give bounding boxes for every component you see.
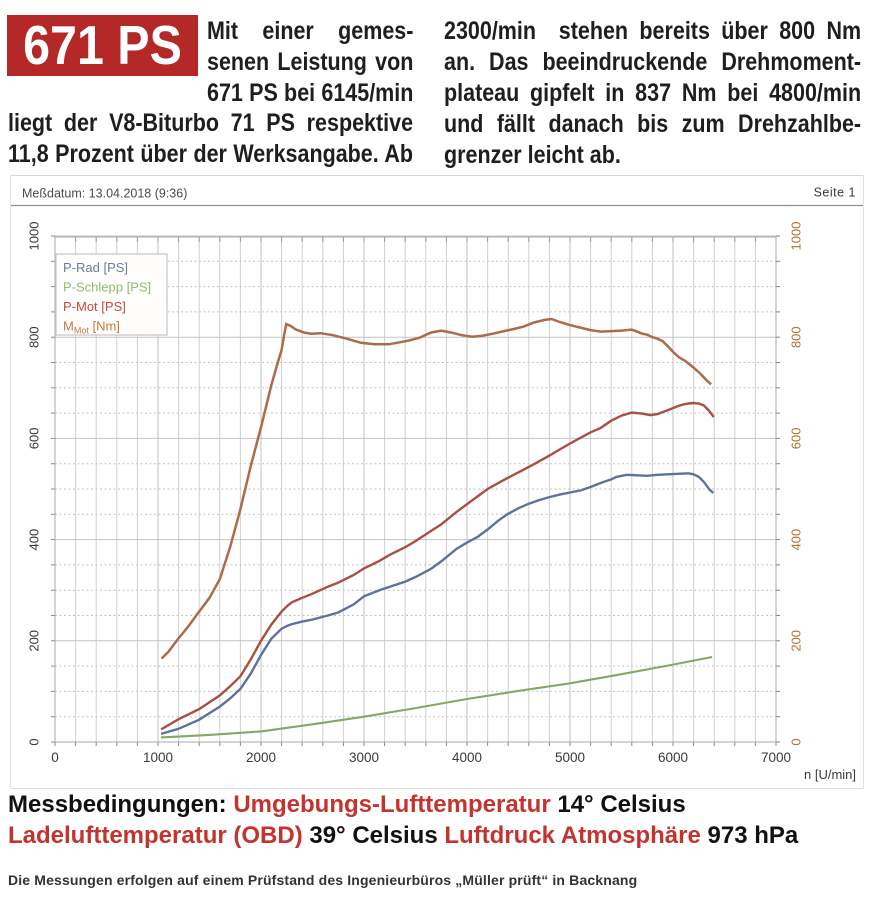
svg-text:MMot [Nm]: MMot [Nm]	[63, 319, 120, 336]
svg-text:3000: 3000	[349, 750, 379, 765]
svg-text:200: 200	[27, 630, 42, 652]
svg-text:0: 0	[789, 738, 804, 745]
svg-text:600: 600	[27, 428, 42, 450]
svg-text:1000: 1000	[789, 222, 804, 251]
svg-text:200: 200	[789, 630, 804, 652]
svg-text:800: 800	[27, 326, 42, 348]
svg-text:Seite 1: Seite 1	[814, 186, 856, 200]
svg-text:P-Mot [PS]: P-Mot [PS]	[63, 299, 126, 314]
svg-text:0: 0	[27, 738, 42, 745]
svg-text:600: 600	[789, 428, 804, 450]
svg-text:7000: 7000	[761, 750, 791, 765]
svg-text:5000: 5000	[555, 750, 585, 765]
svg-text:400: 400	[789, 529, 804, 551]
svg-text:6000: 6000	[658, 750, 688, 765]
svg-text:P-Rad [PS]: P-Rad [PS]	[63, 260, 128, 275]
svg-text:n [U/min]: n [U/min]	[804, 767, 856, 782]
svg-text:0: 0	[51, 750, 59, 765]
svg-text:400: 400	[27, 529, 42, 551]
svg-text:4000: 4000	[452, 750, 482, 765]
svg-text:Meßdatum: 13.04.2018 (9:36): Meßdatum: 13.04.2018 (9:36)	[22, 187, 187, 201]
svg-text:2000: 2000	[246, 750, 276, 765]
svg-text:1000: 1000	[27, 222, 42, 251]
svg-text:P-Schlepp [PS]: P-Schlepp [PS]	[63, 280, 151, 295]
svg-text:800: 800	[789, 326, 804, 348]
svg-text:1000: 1000	[143, 750, 173, 765]
